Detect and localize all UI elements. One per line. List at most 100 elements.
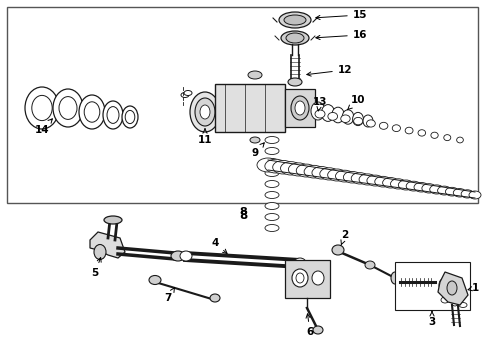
Ellipse shape: [295, 101, 305, 115]
Ellipse shape: [447, 281, 457, 295]
Bar: [285, 89, 315, 127]
Ellipse shape: [459, 302, 467, 307]
Text: 16: 16: [316, 30, 367, 40]
Ellipse shape: [265, 136, 279, 144]
Ellipse shape: [265, 192, 279, 198]
Ellipse shape: [431, 132, 438, 138]
Ellipse shape: [288, 78, 302, 86]
Ellipse shape: [190, 92, 220, 132]
Ellipse shape: [289, 163, 309, 176]
Bar: [215, 84, 285, 132]
Ellipse shape: [104, 216, 122, 224]
Polygon shape: [90, 232, 125, 258]
Ellipse shape: [180, 251, 192, 261]
Ellipse shape: [195, 98, 215, 126]
Ellipse shape: [328, 169, 346, 181]
Bar: [395, 262, 470, 310]
Text: 9: 9: [251, 143, 264, 158]
Ellipse shape: [312, 271, 324, 285]
Ellipse shape: [250, 137, 260, 143]
Text: 13: 13: [313, 97, 327, 111]
Text: 11: 11: [198, 129, 212, 145]
Ellipse shape: [441, 297, 449, 303]
Ellipse shape: [438, 186, 451, 195]
Ellipse shape: [107, 107, 119, 123]
Ellipse shape: [336, 170, 354, 182]
Ellipse shape: [171, 251, 185, 261]
Ellipse shape: [321, 105, 335, 121]
Ellipse shape: [351, 173, 369, 184]
Ellipse shape: [379, 122, 388, 129]
Ellipse shape: [391, 272, 399, 284]
Ellipse shape: [265, 170, 279, 176]
Polygon shape: [438, 272, 468, 305]
Ellipse shape: [79, 95, 105, 129]
Ellipse shape: [181, 93, 189, 98]
Ellipse shape: [59, 96, 77, 120]
Text: 6: 6: [306, 314, 314, 337]
Text: 14: 14: [35, 119, 52, 135]
Ellipse shape: [383, 177, 399, 188]
Ellipse shape: [281, 31, 309, 45]
Text: 8: 8: [239, 208, 247, 221]
Ellipse shape: [291, 96, 309, 120]
Text: 8: 8: [239, 207, 247, 217]
Ellipse shape: [375, 176, 391, 187]
Ellipse shape: [296, 273, 304, 283]
Ellipse shape: [453, 189, 466, 197]
Ellipse shape: [469, 191, 481, 199]
Ellipse shape: [457, 137, 464, 143]
Text: 2: 2: [341, 230, 348, 246]
Ellipse shape: [405, 127, 413, 134]
Text: 3: 3: [428, 311, 436, 327]
Ellipse shape: [265, 225, 279, 231]
Ellipse shape: [445, 187, 459, 196]
Ellipse shape: [365, 261, 375, 269]
Text: 7: 7: [164, 288, 174, 303]
Ellipse shape: [449, 285, 457, 293]
Ellipse shape: [353, 112, 364, 126]
Ellipse shape: [265, 213, 279, 220]
Ellipse shape: [414, 183, 429, 192]
Ellipse shape: [315, 110, 325, 118]
Ellipse shape: [265, 180, 279, 188]
Ellipse shape: [304, 165, 324, 178]
Text: 5: 5: [91, 258, 101, 278]
Ellipse shape: [455, 289, 465, 295]
Text: 10: 10: [347, 95, 365, 110]
Ellipse shape: [452, 300, 458, 306]
Ellipse shape: [25, 87, 59, 129]
Ellipse shape: [184, 90, 192, 95]
Bar: [7, 7, 478, 203]
Ellipse shape: [430, 185, 443, 194]
Ellipse shape: [392, 125, 400, 132]
Ellipse shape: [200, 105, 210, 119]
Ellipse shape: [265, 158, 279, 166]
Ellipse shape: [294, 258, 306, 268]
Text: 4: 4: [211, 238, 227, 253]
Ellipse shape: [320, 168, 339, 180]
Ellipse shape: [286, 33, 304, 43]
Ellipse shape: [313, 326, 323, 334]
Ellipse shape: [418, 130, 426, 136]
Ellipse shape: [406, 181, 421, 191]
Ellipse shape: [439, 279, 447, 291]
Ellipse shape: [444, 135, 451, 141]
Ellipse shape: [265, 148, 279, 154]
Polygon shape: [285, 260, 330, 298]
Ellipse shape: [248, 71, 262, 79]
Ellipse shape: [281, 162, 301, 175]
Ellipse shape: [122, 106, 138, 128]
Ellipse shape: [363, 115, 373, 127]
Ellipse shape: [422, 184, 436, 193]
Ellipse shape: [332, 107, 344, 123]
Text: 12: 12: [307, 65, 352, 76]
Ellipse shape: [332, 245, 344, 255]
Ellipse shape: [125, 111, 135, 123]
Ellipse shape: [149, 275, 161, 284]
Ellipse shape: [367, 175, 384, 186]
Ellipse shape: [103, 101, 123, 129]
Ellipse shape: [84, 102, 100, 122]
Ellipse shape: [391, 179, 406, 189]
Ellipse shape: [273, 161, 294, 174]
